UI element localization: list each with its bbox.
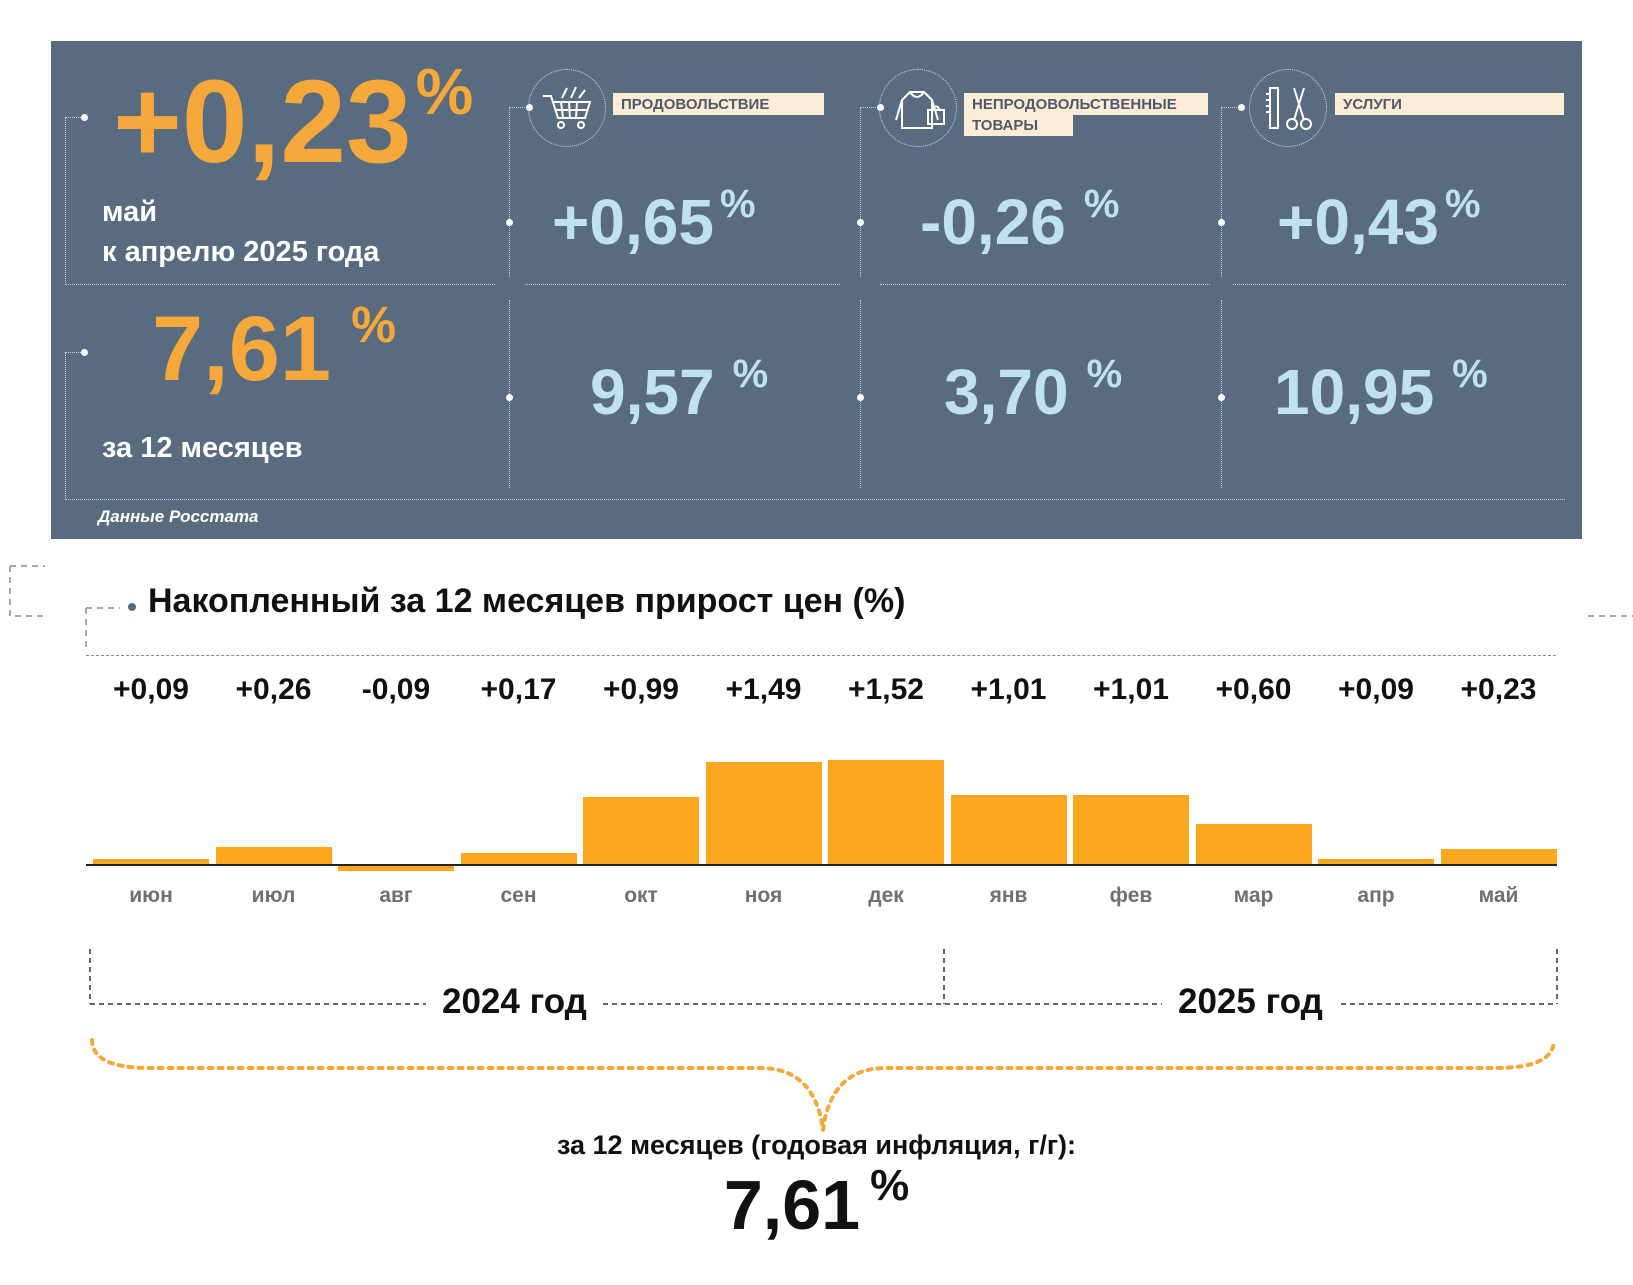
connector <box>1221 107 1241 108</box>
connector <box>509 107 529 108</box>
data-source: Данные Росстата <box>98 507 259 526</box>
bar-май <box>1440 849 1557 865</box>
scissors-comb-icon <box>1249 69 1327 147</box>
bullet-dot <box>81 349 88 356</box>
category-tag-nonfood: НЕПРОДОВОЛЬСТВЕННЫЕ <box>964 93 1208 115</box>
bar-июл <box>215 847 332 865</box>
food-annual-value: 9,57% <box>590 352 769 428</box>
value-label: +1,49 <box>725 673 802 706</box>
year-brackets <box>89 949 1558 1131</box>
annual-inflation-label: за 12 месяцев (годовая инфляция, г/г): <box>556 1130 1077 1160</box>
month-label: янв <box>989 884 1028 907</box>
bracket-line <box>65 117 83 118</box>
x-axis <box>86 864 1557 866</box>
category-tag-nonfood-line2: ТОВАРЫ <box>964 114 1073 136</box>
column-separator <box>509 107 510 277</box>
bar-апр <box>1318 858 1434 865</box>
decorative-dashes <box>9 565 1633 650</box>
year-label-2024: 2024 год <box>426 982 603 1022</box>
month-label: дек <box>868 884 904 907</box>
value-label: +0,26 <box>235 673 312 706</box>
monthly-label-period: к апрелю 2025 года <box>102 236 380 268</box>
category-tag-food: ПРОДОВОЛЬСТВИЕ <box>613 93 824 115</box>
food-monthly-value: +0,65% <box>552 182 756 258</box>
bullet-dot <box>857 394 864 401</box>
nonfood-annual-value: 3,70% <box>944 352 1123 428</box>
bar-июн <box>93 858 209 865</box>
value-label: +0,99 <box>603 673 679 706</box>
annual-inflation-value: 7,61% <box>152 296 397 400</box>
bullet-dot <box>81 114 88 121</box>
year-label-2025: 2025 год <box>1162 982 1339 1022</box>
month-label: авг <box>379 884 413 907</box>
month-label: мар <box>1233 884 1274 907</box>
divider <box>525 284 840 285</box>
bullet-dot <box>1218 394 1225 401</box>
bar-фев <box>1073 795 1189 865</box>
month-label: окт <box>624 884 658 907</box>
month-label: ноя <box>744 884 783 907</box>
clothes-icon <box>879 69 957 147</box>
month-label: апр <box>1357 884 1395 907</box>
summary-panel <box>51 41 1582 539</box>
value-label: +1,52 <box>848 673 924 706</box>
value-label: +1,01 <box>970 673 1047 706</box>
services-annual-value: 10,95% <box>1274 352 1488 428</box>
divider <box>65 499 1565 500</box>
value-label: +0,09 <box>113 673 189 706</box>
month-label: июн <box>129 884 173 907</box>
shopping-cart-icon <box>528 69 606 147</box>
bar-дек <box>828 760 944 865</box>
column-separator <box>860 107 861 277</box>
nonfood-monthly-value: -0,26% <box>920 182 1120 258</box>
services-monthly-value: +0,43% <box>1277 182 1481 258</box>
bar-ноя <box>705 762 822 865</box>
bullet-dot <box>1218 219 1225 226</box>
bar-сен <box>460 853 577 865</box>
monthly-label-month: май <box>102 196 158 228</box>
title-bullet <box>128 603 136 611</box>
annual-inflation-total: 7,61% <box>723 1161 910 1244</box>
bracket-line <box>65 117 66 285</box>
value-label: -0,09 <box>361 673 431 706</box>
annual-label: за 12 месяцев <box>102 432 303 464</box>
bar-янв <box>950 795 1067 865</box>
month-label: фев <box>1109 884 1153 907</box>
bar-окт <box>583 796 699 865</box>
month-label: июл <box>251 884 296 907</box>
column-separator <box>1221 107 1222 277</box>
title-underline <box>86 655 1556 656</box>
bar-мар <box>1195 823 1312 865</box>
bar-авг <box>338 865 454 872</box>
chart-title: Накопленный за 12 месяцев прирост цен (%… <box>148 582 906 620</box>
bullet-dot <box>1238 104 1245 111</box>
divider <box>65 284 495 285</box>
divider <box>1233 284 1566 285</box>
month-label: май <box>1478 884 1519 907</box>
bullet-dot <box>506 394 513 401</box>
bullet-dot <box>857 219 864 226</box>
category-tag-services: УСЛУГИ <box>1335 93 1564 115</box>
value-label: +0,09 <box>1338 673 1414 706</box>
divider <box>880 284 1210 285</box>
bracket-line <box>65 352 83 353</box>
monthly-inflation-value: +0,23% <box>113 54 474 188</box>
bracket-line <box>65 352 66 500</box>
connector <box>860 107 880 108</box>
value-label: +0,23 <box>1460 673 1537 706</box>
month-label: сен <box>500 884 537 907</box>
value-label: +0,17 <box>480 673 557 706</box>
bullet-dot <box>506 219 513 226</box>
value-label: +0,60 <box>1215 673 1292 706</box>
value-label: +1,01 <box>1093 673 1169 706</box>
